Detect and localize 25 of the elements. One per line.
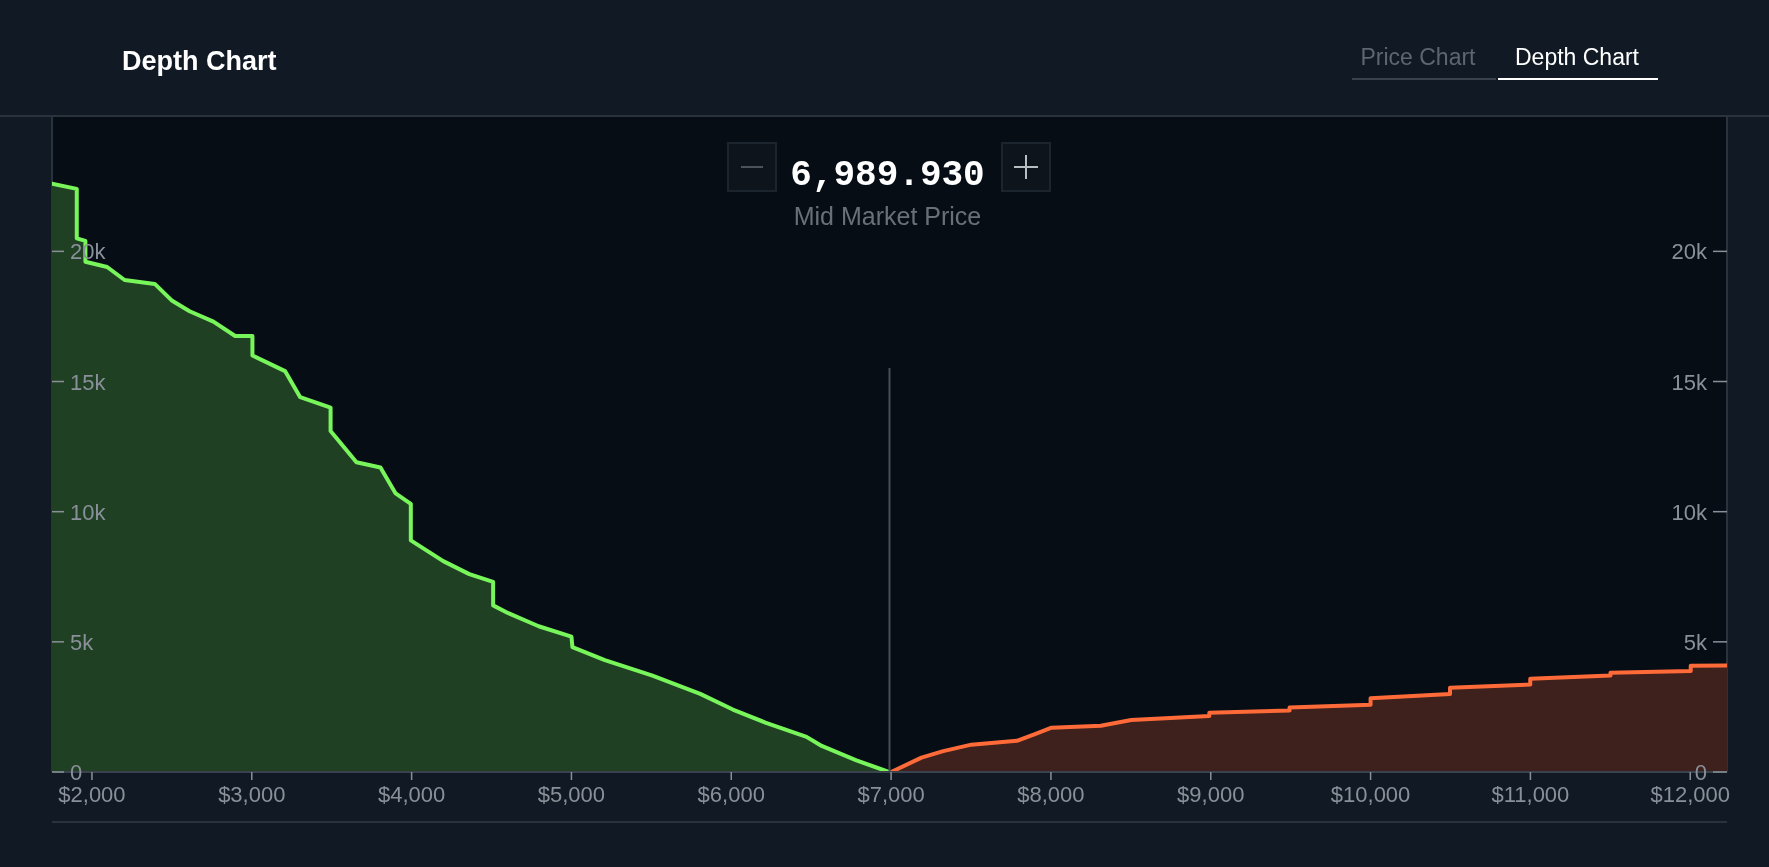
x-tick-label: $10,000 bbox=[1330, 782, 1411, 807]
x-tick-label: $12,000 bbox=[1650, 782, 1731, 807]
y2-tick-label: 20k bbox=[1671, 239, 1708, 265]
y2-tick-label: 15k bbox=[1671, 369, 1708, 395]
x-tick-label: $9,000 bbox=[1177, 782, 1245, 807]
text: Depth Chart bbox=[1514, 44, 1640, 70]
annotation: 6,989.930 bbox=[790, 155, 985, 196]
y2-tick-label: 10k bbox=[1671, 499, 1708, 525]
y-tick-label: 10k bbox=[70, 499, 107, 525]
y-tick-label: 5k bbox=[70, 629, 95, 655]
x-tick-label: $2,000 bbox=[58, 782, 126, 807]
annotation: Mid Market Price bbox=[793, 202, 982, 230]
x-tick-label: $5,000 bbox=[537, 782, 606, 807]
x-tick-label: $11,000 bbox=[1491, 782, 1570, 807]
y2-tick-label: 0 bbox=[1694, 760, 1707, 785]
x-tick-label: $4,000 bbox=[377, 782, 446, 807]
x-tick-label: $7,000 bbox=[857, 782, 925, 807]
y-tick-label: 15k bbox=[70, 369, 107, 395]
chart-title: Depth Chart bbox=[122, 46, 277, 76]
text: Price Chart bbox=[1360, 44, 1477, 70]
x-tick-label: $8,000 bbox=[1017, 782, 1085, 807]
y-tick-label: 0 bbox=[70, 760, 83, 785]
x-tick-label: $3,000 bbox=[218, 782, 286, 807]
x-tick-label: $6,000 bbox=[697, 782, 765, 807]
y2-tick-label: 5k bbox=[1683, 629, 1708, 655]
